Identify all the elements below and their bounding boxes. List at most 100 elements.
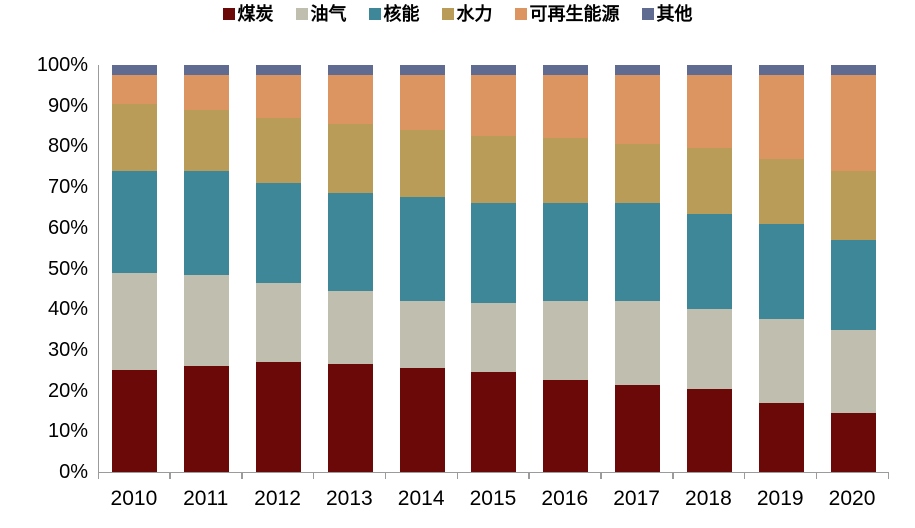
y-axis-tick-label: 10% <box>47 420 88 443</box>
y-axis-tick-label: 70% <box>47 176 88 199</box>
bar-column-2019 <box>745 65 817 472</box>
bar-segment <box>830 75 876 171</box>
bar-segment <box>830 329 876 413</box>
stacked-bar-2013 <box>327 65 373 472</box>
legend-item-3: 水力 <box>441 4 493 24</box>
x-axis-tick-mark <box>241 473 243 479</box>
bar-segment <box>256 362 302 472</box>
y-axis-tick-label: 20% <box>47 379 88 402</box>
bar-segment <box>471 75 517 137</box>
legend-label: 其他 <box>656 4 693 24</box>
chart-legend: 煤炭 油气 核能 水力 可再生能源 其他 <box>0 5 915 23</box>
x-axis-tick-mark <box>169 473 171 479</box>
legend-swatch-icon <box>641 8 654 20</box>
legend-swatch-icon <box>514 8 527 20</box>
x-axis-label: 2016 <box>541 487 589 510</box>
y-axis-tick-label: 0% <box>59 461 88 483</box>
bar-segment <box>327 75 373 125</box>
bar-column-2015 <box>458 65 530 472</box>
x-axis-label: 2011 <box>183 487 229 510</box>
bar-segment <box>471 203 517 304</box>
bar-column-2018 <box>674 65 746 472</box>
legend-label: 可再生能源 <box>529 4 620 24</box>
bar-segment <box>686 213 732 310</box>
y-axis-tick-label: 100% <box>36 54 88 76</box>
bar-column-2012 <box>243 65 315 472</box>
bar-segment <box>256 65 302 76</box>
bar-segment <box>543 380 589 472</box>
bar-segment <box>615 384 661 472</box>
x-axis-label: 2019 <box>756 487 804 510</box>
bar-column-2017 <box>602 65 674 472</box>
legend-label: 水力 <box>456 4 493 24</box>
bar-segment <box>686 65 732 76</box>
x-axis-tick-mark <box>815 473 818 479</box>
bar-segment <box>471 372 517 472</box>
legend-item-2: 核能 <box>368 5 420 23</box>
legend-item-0: 煤炭 <box>222 4 274 24</box>
bar-segment <box>543 301 589 381</box>
x-axis-tick-mark <box>456 473 459 479</box>
stacked-bar-2020 <box>830 65 876 472</box>
bar-segment <box>758 65 804 76</box>
bar-segment <box>184 65 230 76</box>
stacked-bar-2018 <box>686 65 732 472</box>
x-axis-label: 2010 <box>110 487 158 510</box>
bar-segment <box>758 402 804 472</box>
bar-segment <box>758 319 804 403</box>
y-axis-tick-label: 60% <box>47 216 88 239</box>
bar-segment <box>327 364 373 472</box>
stacked-bar-2016 <box>543 65 589 472</box>
bar-segment <box>686 148 732 214</box>
bar-segment <box>256 282 302 363</box>
bar-segment <box>543 65 589 76</box>
bar-segment <box>112 370 158 472</box>
y-axis-tick-label: 80% <box>47 135 88 158</box>
bar-segment <box>184 274 230 367</box>
y-axis-tick-label: 30% <box>47 338 88 361</box>
bar-segment <box>184 75 230 110</box>
bar-segment <box>615 65 661 76</box>
y-axis-tick-label: 90% <box>47 94 88 117</box>
bar-segment <box>399 368 445 472</box>
bar-segment <box>399 75 445 131</box>
bar-segment <box>471 65 517 76</box>
bar-column-2010 <box>99 65 171 472</box>
bar-segment <box>399 65 445 76</box>
bar-segment <box>758 75 804 159</box>
stacked-bar-2017 <box>615 65 661 472</box>
bar-segment <box>471 303 517 373</box>
x-axis-tick-mark <box>384 473 387 479</box>
legend-label: 油气 <box>310 4 347 24</box>
bar-column-2016 <box>530 65 602 472</box>
bar-segment <box>830 170 876 241</box>
bar-segment <box>399 130 445 198</box>
x-axis-label: 2017 <box>613 487 660 510</box>
x-axis-label: 2012 <box>254 487 301 510</box>
bar-segment <box>758 158 804 224</box>
bar-segment <box>184 170 230 275</box>
bar-segment <box>327 65 373 76</box>
stacked-bar-2014 <box>399 65 445 472</box>
bar-segment <box>327 124 373 194</box>
bar-segment <box>471 136 517 204</box>
bar-segment <box>112 75 158 104</box>
bar-segment <box>686 388 732 472</box>
legend-label: 煤炭 <box>237 4 274 24</box>
bar-segment <box>615 144 661 204</box>
plot-area <box>98 65 889 473</box>
legend-swatch-icon <box>295 8 308 20</box>
bar-segment <box>399 301 445 369</box>
y-axis-tick-label: 40% <box>47 298 88 321</box>
bar-segment <box>615 203 661 302</box>
bars-container <box>99 65 889 472</box>
x-axis-tick-mark <box>528 473 530 479</box>
x-axis: 2010 2011 2012 2013 2014 2015 2016 2017 2018 2019… <box>98 487 888 511</box>
x-axis-tick-mark <box>743 473 746 479</box>
bar-segment <box>830 240 876 330</box>
bar-segment <box>615 301 661 385</box>
bar-segment <box>112 170 158 273</box>
x-axis-label: 2015 <box>469 487 517 510</box>
legend-item-1: 油气 <box>295 4 347 24</box>
